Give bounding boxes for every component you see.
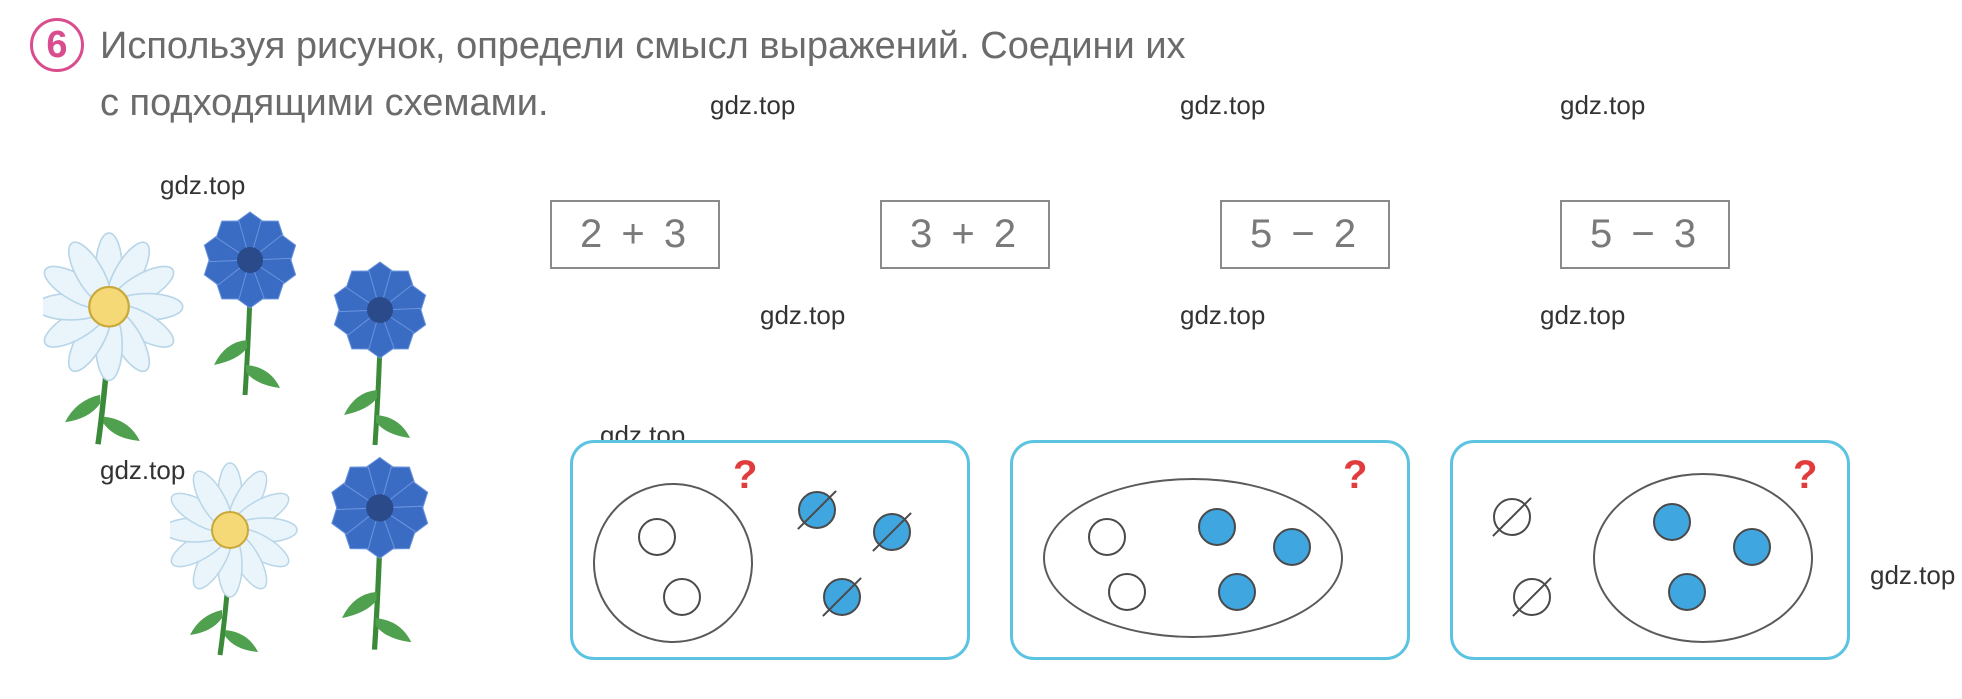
filled-circle-icon — [1273, 528, 1311, 566]
question-mark-icon: ? — [1793, 453, 1817, 498]
filled-circle-icon — [1653, 503, 1691, 541]
filled-circle-icon — [1668, 573, 1706, 611]
empty-circle-icon — [1108, 573, 1146, 611]
diagram-box: ? — [570, 440, 970, 660]
filled-circle-icon — [1218, 573, 1256, 611]
watermark: gdz.top — [1180, 300, 1265, 331]
problem-number-text: 6 — [46, 24, 67, 67]
daisy-flower-icon — [170, 460, 310, 665]
empty-circle-icon — [638, 518, 676, 556]
watermark: gdz.top — [160, 170, 245, 201]
cornflower-flower-icon — [190, 200, 320, 405]
watermark: gdz.top — [710, 90, 795, 121]
instruction: Используя рисунок, определи смысл выраже… — [100, 18, 1920, 132]
group-oval — [1593, 473, 1813, 643]
expression-box: 3 + 2 — [880, 200, 1050, 269]
expression-box: 5 − 2 — [1220, 200, 1390, 269]
instruction-line2: с подходящими схемами. — [100, 75, 1920, 132]
filled-circle-icon — [1198, 508, 1236, 546]
watermark: gdz.top — [760, 300, 845, 331]
question-mark-icon: ? — [1343, 453, 1367, 498]
cornflower-flower-icon — [317, 445, 454, 660]
watermark: gdz.top — [1180, 90, 1265, 121]
expression-box: 5 − 3 — [1560, 200, 1730, 269]
diagram-box: ? — [1010, 440, 1410, 660]
watermark: gdz.top — [1540, 300, 1625, 331]
problem-number: 6 — [30, 18, 84, 72]
expression-box: 2 + 3 — [550, 200, 720, 269]
empty-circle-icon — [663, 578, 701, 616]
filled-circle-icon — [1733, 528, 1771, 566]
watermark: gdz.top — [1870, 560, 1955, 591]
cornflower-flower-icon — [320, 250, 450, 455]
empty-circle-icon — [1088, 518, 1126, 556]
question-mark-icon: ? — [733, 453, 757, 498]
instruction-line1: Используя рисунок, определи смысл выраже… — [100, 18, 1920, 75]
daisy-flower-icon — [43, 230, 197, 456]
watermark: gdz.top — [1560, 90, 1645, 121]
diagram-box: ? — [1450, 440, 1850, 660]
flowers-illustration — [40, 200, 460, 660]
